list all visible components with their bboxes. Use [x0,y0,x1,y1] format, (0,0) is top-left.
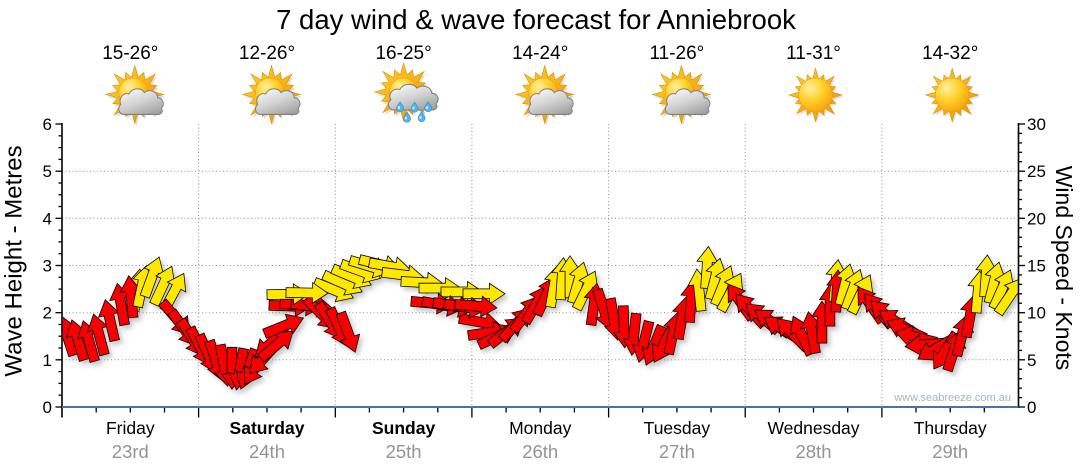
svg-text:3: 3 [43,257,52,276]
svg-text:2: 2 [43,304,52,323]
svg-text:25: 25 [1027,162,1046,181]
svg-text:30: 30 [1027,115,1046,134]
svg-text:14-24°: 14-24° [512,43,568,64]
svg-text:23rd: 23rd [112,441,149,462]
svg-text:Saturday: Saturday [230,418,305,438]
svg-text:Tuesday: Tuesday [644,418,711,438]
svg-text:15: 15 [1027,257,1046,276]
svg-text:Wave Height - Metres: Wave Height - Metres [1,145,28,376]
svg-text:Wind Speed - Knots: Wind Speed - Knots [1051,166,1077,371]
svg-text:11-26°: 11-26° [650,43,705,64]
svg-text:26th: 26th [522,441,558,462]
svg-text:25th: 25th [386,441,422,462]
svg-text:28th: 28th [795,441,831,462]
svg-text:0: 0 [1027,398,1036,417]
svg-text:5: 5 [43,162,52,181]
svg-text:1: 1 [43,351,52,370]
svg-text:11-31°: 11-31° [786,43,841,64]
svg-text:20: 20 [1027,209,1046,228]
svg-text:www.seabreeze.com.au: www.seabreeze.com.au [893,392,1011,404]
svg-text:16-25°: 16-25° [375,43,431,64]
svg-text:Sunday: Sunday [372,418,435,438]
svg-text:Thursday: Thursday [914,418,987,438]
svg-text:0: 0 [43,398,52,417]
svg-text:Monday: Monday [509,418,572,438]
svg-text:7 day wind & wave forecast for: 7 day wind & wave forecast for Anniebroo… [276,4,796,35]
svg-text:Friday: Friday [106,418,155,438]
svg-text:27th: 27th [659,441,695,462]
svg-text:5: 5 [1027,351,1036,370]
svg-text:24th: 24th [249,441,285,462]
svg-text:12-26°: 12-26° [239,43,295,64]
svg-text:6: 6 [43,115,52,134]
svg-text:14-32°: 14-32° [922,43,978,64]
svg-text:15-26°: 15-26° [102,43,158,64]
svg-text:Wednesday: Wednesday [767,418,859,438]
svg-text:4: 4 [43,209,52,228]
svg-text:29th: 29th [932,441,968,462]
svg-text:10: 10 [1027,304,1046,323]
